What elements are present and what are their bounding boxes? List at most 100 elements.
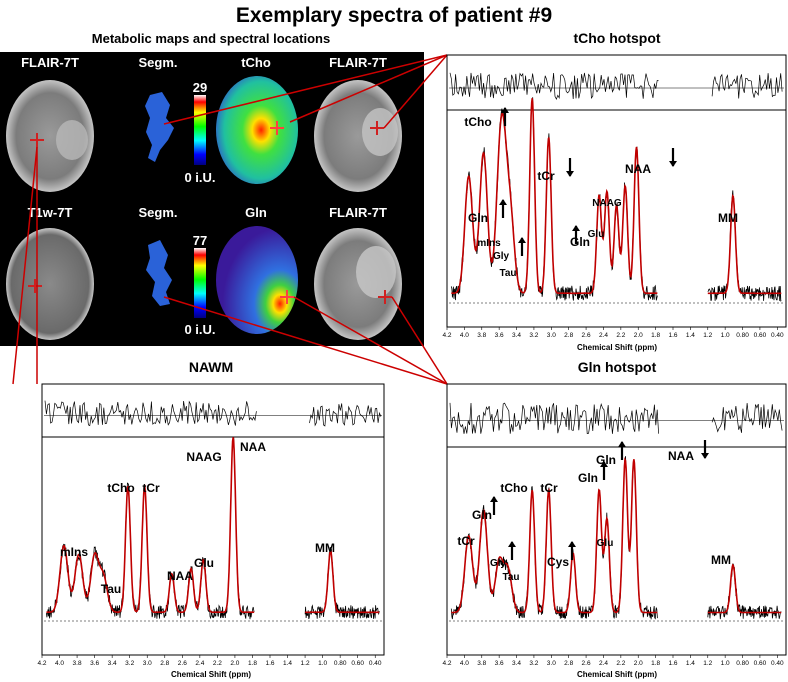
row1-flair-right-label: FLAIR-7T bbox=[329, 55, 387, 70]
voxel-crosshair-t1 bbox=[28, 279, 42, 293]
peak-label-naag: NAAG bbox=[186, 450, 221, 464]
x-tick-label: 3.8 bbox=[477, 660, 486, 667]
peak-label-gln: Gln bbox=[578, 471, 598, 485]
peak-label-tcr: tCr bbox=[142, 481, 160, 495]
colorbar-row1 bbox=[194, 95, 206, 165]
peak-label-glu: Glu bbox=[588, 229, 605, 240]
peak-label-naa: NAA bbox=[240, 440, 266, 454]
x-tick-label: 1.6 bbox=[265, 660, 274, 667]
x-tick-label: 3.2 bbox=[529, 332, 538, 339]
x-tick-label: 0.80 bbox=[736, 660, 749, 667]
x-tick-label: 1.0 bbox=[318, 660, 327, 667]
flair-lesion-row2-right bbox=[356, 246, 396, 298]
x-tick-label: 4.0 bbox=[460, 660, 469, 667]
x-tick-label: 3.0 bbox=[547, 332, 556, 339]
fitted-spectrum bbox=[46, 437, 380, 614]
x-tick-label: 3.4 bbox=[108, 660, 117, 667]
peak-label-tau: Tau bbox=[502, 572, 519, 583]
peak-label-gly: Gly bbox=[493, 251, 510, 262]
row1-metabolite-label: tCho bbox=[241, 55, 271, 70]
x-tick-label: 3.6 bbox=[495, 660, 504, 667]
x-tick-label: 3.2 bbox=[529, 660, 538, 667]
row2-t1-label: T1w-7T bbox=[28, 205, 73, 220]
colorbar-row1-min: 0 i.U. bbox=[184, 170, 215, 185]
x-tick-label: 3.6 bbox=[495, 332, 504, 339]
figure-title: Exemplary spectra of patient #9 bbox=[236, 4, 552, 27]
x-tick-label: 3.6 bbox=[90, 660, 99, 667]
arrow-up-icon bbox=[518, 237, 526, 256]
x-tick-label: 2.4 bbox=[195, 660, 204, 667]
peak-label-gln: Gln bbox=[472, 508, 492, 522]
x-tick-label: 2.2 bbox=[616, 332, 625, 339]
x-tick-label: 1.8 bbox=[651, 660, 660, 667]
arrow-up-icon bbox=[572, 225, 580, 244]
x-axis-label: Chemical Shift (ppm) bbox=[171, 670, 251, 679]
voxel-crosshair bbox=[30, 133, 44, 147]
x-tick-label: 3.4 bbox=[512, 660, 521, 667]
chart-frame bbox=[41, 383, 385, 656]
x-tick-label: 4.2 bbox=[442, 332, 451, 339]
x-tick-label: 0.80 bbox=[334, 660, 347, 667]
hotspot-crosshair-tcho bbox=[270, 121, 284, 135]
x-tick-label: 1.8 bbox=[248, 660, 257, 667]
x-tick-label: 2.0 bbox=[634, 332, 643, 339]
connector-lines bbox=[12, 54, 448, 385]
x-tick-label: 3.0 bbox=[547, 660, 556, 667]
arrow-up-icon bbox=[490, 496, 498, 515]
residual-trace bbox=[449, 402, 783, 435]
metabolic-maps-panel: FLAIR-7T Segm. tCho FLAIR-7T 29 0 i.U. T… bbox=[0, 52, 424, 346]
x-tick-label: 0.60 bbox=[754, 332, 767, 339]
x-tick-label: 1.2 bbox=[703, 660, 712, 667]
arrow-up-icon bbox=[499, 199, 507, 218]
peak-label-mins: mIns bbox=[60, 545, 88, 559]
peak-label-tcr: tCr bbox=[537, 169, 555, 183]
colorbar-row2 bbox=[194, 248, 206, 318]
colorbar-row2-max: 77 bbox=[193, 233, 207, 248]
tcho-metabolic-map bbox=[216, 76, 298, 184]
peak-label-mm: MM bbox=[315, 541, 335, 555]
peak-label-tau: Tau bbox=[101, 582, 121, 596]
chart-title: NAWM bbox=[189, 359, 233, 375]
peak-label-naag: NAAG bbox=[592, 198, 622, 209]
x-tick-label: 2.0 bbox=[230, 660, 239, 667]
arrow-up-icon bbox=[508, 541, 516, 560]
peak-label-tcho: tCho bbox=[500, 481, 527, 495]
x-tick-label: 0.60 bbox=[754, 660, 767, 667]
x-tick-label: 2.6 bbox=[178, 660, 187, 667]
x-tick-label: 1.6 bbox=[668, 332, 677, 339]
tcho-hotspot-chart: tCho hotspot 4.2 4.0 3.8 3.6 3.4 3.2 3.0 2.8 2.6 2… bbox=[442, 30, 787, 352]
hotspot-crosshair-row1-right bbox=[370, 121, 384, 135]
colorbar-row2-min: 0 i.U. bbox=[184, 322, 215, 337]
peak-label-tcho: tCho bbox=[464, 115, 491, 129]
x-tick-label: 1.4 bbox=[686, 332, 695, 339]
x-tick-label: 1.6 bbox=[668, 660, 677, 667]
x-tick-label: 0.80 bbox=[736, 332, 749, 339]
peak-label-mins: mIns bbox=[477, 238, 501, 249]
x-tick-label: 1.0 bbox=[721, 332, 730, 339]
arrow-down-icon bbox=[566, 158, 574, 177]
x-tick-label: 4.0 bbox=[55, 660, 64, 667]
peak-label-gln: Gln bbox=[468, 211, 488, 225]
x-tick-label: 2.8 bbox=[564, 332, 573, 339]
chart-frame bbox=[446, 54, 787, 328]
x-tick-label: 1.8 bbox=[651, 332, 660, 339]
x-tick-label: 1.2 bbox=[301, 660, 310, 667]
x-tick-label: 3.8 bbox=[477, 332, 486, 339]
arrow-up-icon bbox=[568, 541, 576, 560]
chart-title: Gln hotspot bbox=[578, 359, 657, 375]
peak-label-mm: MM bbox=[711, 553, 731, 567]
segmentation-mask-row1 bbox=[145, 92, 174, 162]
arrow-down-icon bbox=[701, 440, 709, 459]
residual-trace bbox=[44, 400, 382, 427]
peak-label-naa: NAA bbox=[167, 569, 193, 583]
peak-label-glu: Glu bbox=[597, 538, 614, 549]
peak-label-glu: Glu bbox=[194, 556, 214, 570]
maps-heading: Metabolic maps and spectral locations bbox=[92, 31, 330, 46]
x-tick-label: 0.40 bbox=[771, 332, 784, 339]
flair-lesion-row1-right bbox=[362, 108, 398, 156]
x-tick-label: 4.2 bbox=[442, 660, 451, 667]
row1-segm-label: Segm. bbox=[138, 55, 177, 70]
x-tick-label: 1.2 bbox=[703, 332, 712, 339]
arrow-up-icon bbox=[600, 461, 608, 480]
x-tick-label: 0.60 bbox=[351, 660, 364, 667]
